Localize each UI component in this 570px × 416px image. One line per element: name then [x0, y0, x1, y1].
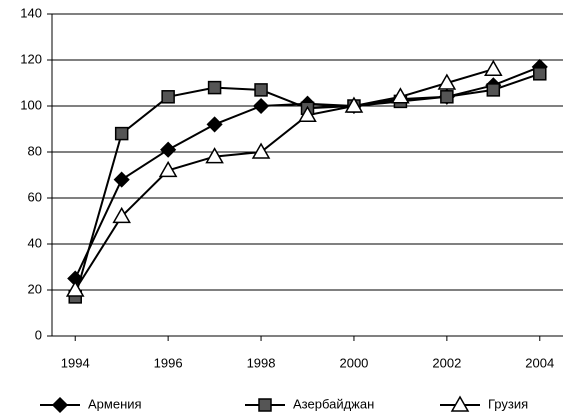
point	[207, 80, 222, 95]
x-tick-label: 1998	[247, 355, 276, 370]
point	[112, 206, 131, 224]
point	[252, 97, 270, 115]
legend-label: Армения	[88, 396, 142, 411]
x-tick-label: 1996	[154, 355, 183, 370]
point	[533, 67, 547, 81]
x-tick-label: 2000	[339, 355, 368, 370]
point	[440, 90, 454, 104]
y-tick-label: 0	[35, 327, 42, 342]
y-tick-label: 20	[28, 281, 42, 296]
point	[486, 83, 501, 97]
legend-label: Грузия	[488, 396, 528, 411]
x-tick-label: 2004	[525, 355, 554, 370]
point	[65, 280, 85, 297]
point	[344, 96, 364, 113]
legend-marker	[450, 395, 470, 412]
point	[205, 147, 224, 164]
y-tick-label: 100	[20, 97, 42, 112]
point	[160, 141, 177, 158]
point	[298, 105, 317, 122]
series-line	[74, 68, 494, 291]
point	[437, 73, 457, 90]
legend-marker	[51, 396, 69, 414]
point	[484, 59, 503, 76]
point	[113, 171, 130, 188]
y-tick-label: 40	[28, 235, 42, 250]
y-tick-label: 60	[28, 189, 42, 204]
y-tick-label: 120	[20, 51, 42, 66]
point	[161, 90, 175, 104]
point	[251, 142, 271, 159]
x-tick-label: 2002	[432, 355, 461, 370]
x-tick-label: 1994	[61, 355, 90, 370]
point	[254, 83, 268, 97]
y-tick-label: 140	[20, 5, 42, 20]
point	[206, 116, 223, 133]
legend-label: Азербайджан	[293, 396, 374, 411]
point	[158, 160, 178, 178]
point	[391, 87, 410, 104]
point	[114, 126, 129, 141]
legend-marker	[258, 398, 272, 412]
y-tick-label: 80	[28, 143, 42, 158]
